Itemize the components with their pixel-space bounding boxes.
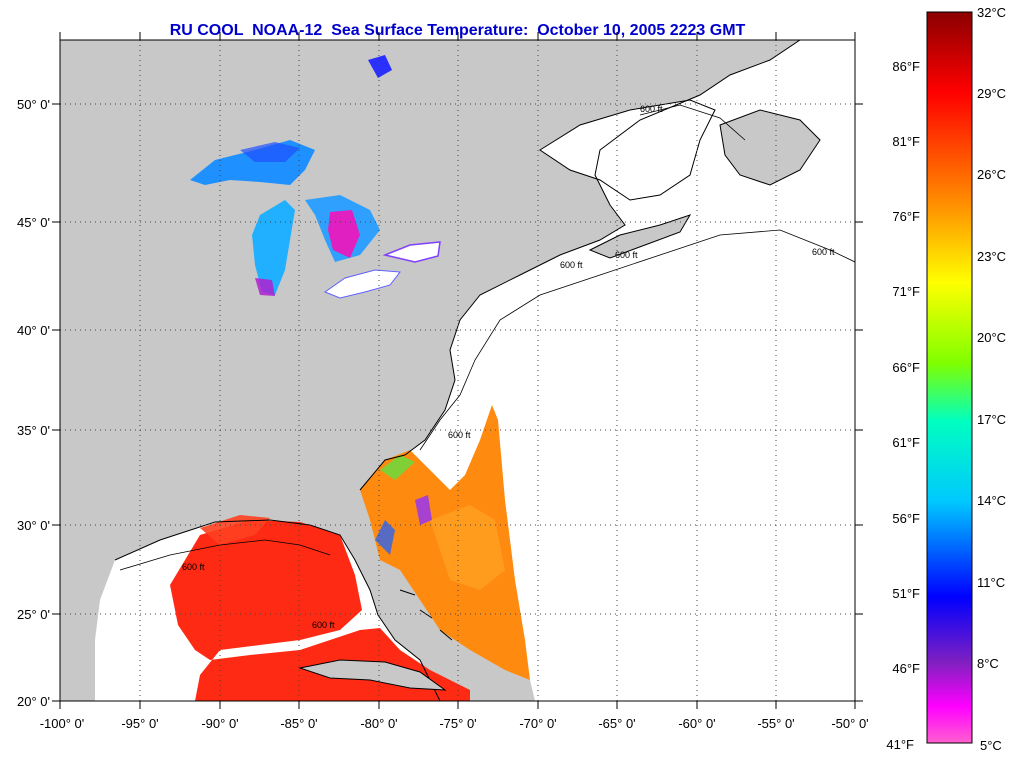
isobath-label: 600 ft xyxy=(560,260,583,270)
sst-coast-purple xyxy=(415,495,432,525)
lake-nipigon xyxy=(368,55,392,78)
axis-ticks xyxy=(52,32,863,709)
fahrenheit-label: 76°F xyxy=(892,209,920,224)
lat-label: 35° 0' xyxy=(17,423,50,438)
fahrenheit-label: 51°F xyxy=(892,586,920,601)
lon-label: -100° 0' xyxy=(40,716,85,731)
lat-label: 50° 0' xyxy=(17,97,50,112)
cuba xyxy=(298,659,447,691)
fahrenheit-label: 86°F xyxy=(892,59,920,74)
isobath-label: 600 ft xyxy=(448,430,471,440)
isobath-label: 600 ft xyxy=(312,620,335,630)
lon-label: -75° 0' xyxy=(439,716,476,731)
fahrenheit-label: 66°F xyxy=(892,360,920,375)
colorbar xyxy=(926,11,973,744)
isobath-label: 600 ft xyxy=(812,247,835,257)
newfoundland xyxy=(719,109,821,186)
sst-atlantic-inner xyxy=(430,505,505,590)
fahrenheit-label: 56°F xyxy=(892,511,920,526)
lat-label: 30° 0' xyxy=(17,518,50,533)
map-panel: 600 ft 600 ft 600 ft 600 ft 600 ft 600 f… xyxy=(60,40,855,701)
lat-label: 20° 0' xyxy=(17,694,50,709)
map-title: RU COOL NOAA-12 Sea Surface Temperature:… xyxy=(169,22,746,39)
celsius-label: 20°C xyxy=(977,330,1006,345)
lake-michigan xyxy=(252,200,295,295)
fahrenheit-label: 41°F xyxy=(886,737,914,752)
isobath-label: 600 ft xyxy=(615,250,638,260)
lon-label: -80° 0' xyxy=(360,716,397,731)
fahrenheit-label: 46°F xyxy=(892,661,920,676)
lat-label: 45° 0' xyxy=(17,215,50,230)
colorbar-fahrenheit-labels: 86°F 81°F 76°F 71°F 66°F 61°F 56°F 51°F … xyxy=(886,59,920,752)
lon-label: -85° 0' xyxy=(280,716,317,731)
latitude-labels: 50° 0' 45° 0' 40° 0' 35° 0' 30° 0' 25° 0… xyxy=(17,97,50,709)
lake-erie xyxy=(323,269,401,299)
celsius-label: 8°C xyxy=(977,656,999,671)
celsius-label: 26°C xyxy=(977,167,1006,182)
fahrenheit-label: 61°F xyxy=(892,435,920,450)
celsius-label: 23°C xyxy=(977,249,1006,264)
lon-label: -65° 0' xyxy=(598,716,635,731)
isobath-600ft xyxy=(119,104,855,571)
lon-label: -70° 0' xyxy=(519,716,556,731)
gulf-of-st-lawrence xyxy=(540,100,715,200)
lon-label: -95° 0' xyxy=(121,716,158,731)
colorbar-celsius-labels: 32°C 29°C 26°C 23°C 20°C 17°C 14°C 11°C … xyxy=(977,5,1006,753)
lon-label: -60° 0' xyxy=(678,716,715,731)
longitude-labels: -100° 0' -95° 0' -90° 0' -85° 0' -80° 0'… xyxy=(40,716,869,731)
graticule xyxy=(60,40,855,701)
isobath-label: 600 ft xyxy=(640,104,663,114)
lon-label: -90° 0' xyxy=(201,716,238,731)
celsius-label: 29°C xyxy=(977,86,1006,101)
atlantic-ocean xyxy=(405,40,855,701)
lake-superior-cold xyxy=(240,142,300,162)
lake-ontario xyxy=(382,241,441,263)
lon-label: -50° 0' xyxy=(831,716,868,731)
sst-coast-cool xyxy=(375,520,395,555)
sst-coast-green xyxy=(380,455,415,480)
celsius-label: 11°C xyxy=(977,575,1005,590)
fahrenheit-label: 71°F xyxy=(892,284,920,299)
sst-gulf-warm xyxy=(170,520,470,701)
lake-michigan-south xyxy=(255,278,275,296)
lat-label: 25° 0' xyxy=(17,607,50,622)
celsius-label: 5°C xyxy=(980,738,1002,753)
lon-label: -55° 0' xyxy=(757,716,794,731)
nova-scotia xyxy=(588,214,692,259)
celsius-label: 32°C xyxy=(977,5,1006,20)
fahrenheit-label: 81°F xyxy=(892,134,920,149)
sst-gulf-edge xyxy=(200,515,270,545)
lat-label: 40° 0' xyxy=(17,323,50,338)
celsius-label: 14°C xyxy=(977,493,1006,508)
celsius-label: 17°C xyxy=(977,412,1006,427)
isobath-label: 600 ft xyxy=(182,562,205,572)
